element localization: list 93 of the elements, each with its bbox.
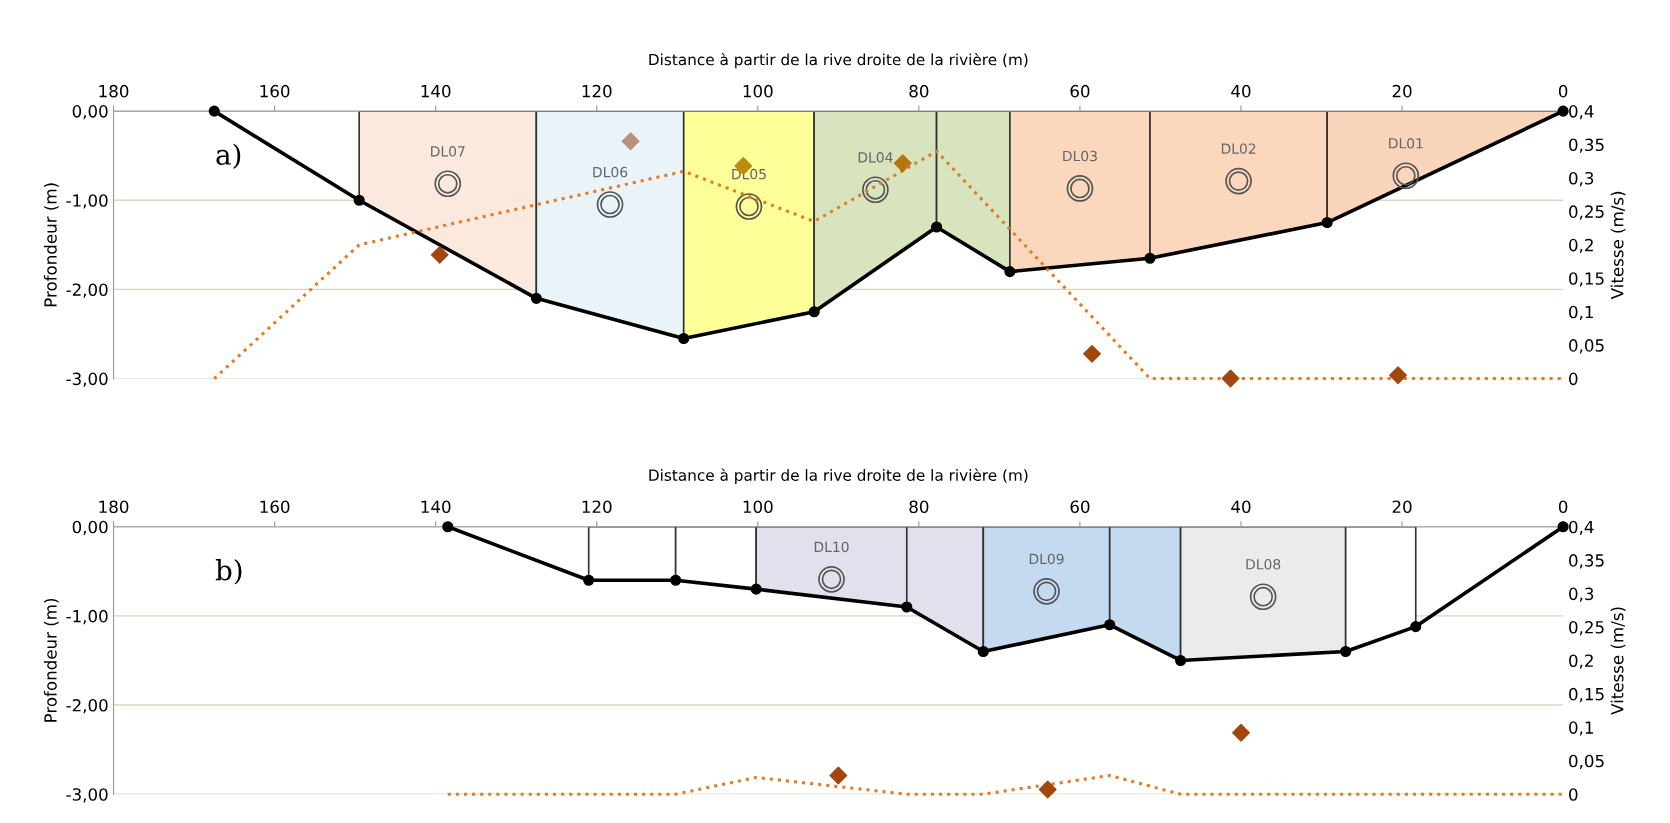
series-label: DL01 xyxy=(1389,138,1423,149)
y2-tick-label: 0,1 xyxy=(1569,305,1593,320)
point xyxy=(208,105,220,117)
y-tick-label: 0,00 xyxy=(72,105,108,120)
annotation: b) xyxy=(215,559,242,585)
series-label: DL04 xyxy=(858,152,893,163)
x-tick-label: 60 xyxy=(1070,84,1090,98)
x-tick-label: 60 xyxy=(1070,500,1090,514)
point xyxy=(977,645,989,658)
x-tick-label: 180 xyxy=(99,84,129,98)
y-tick-label: -1,00 xyxy=(66,194,108,209)
point xyxy=(1389,366,1407,385)
y2-tick-label: 0 xyxy=(1569,788,1578,801)
x-tick-label: 0 xyxy=(1558,500,1568,514)
y-axis-title: Profondeur (m) xyxy=(43,183,59,307)
point xyxy=(829,766,848,785)
point xyxy=(583,574,595,586)
x-tick-label: 100 xyxy=(743,84,773,98)
point xyxy=(1232,723,1250,742)
y2-tick-label: 0,3 xyxy=(1569,171,1594,187)
y-tick-label: -2,00 xyxy=(66,283,108,298)
point xyxy=(931,221,943,233)
y2-tick-label: 0,25 xyxy=(1569,620,1604,636)
point xyxy=(430,245,449,264)
point xyxy=(1410,621,1422,633)
point xyxy=(1004,266,1016,278)
point xyxy=(1104,619,1116,631)
y2-tick-label: 0 xyxy=(1569,372,1578,386)
series-label: DL07 xyxy=(431,146,465,157)
y-tick-label: 0,00 xyxy=(72,520,108,535)
y2-tick-label: 0,2 xyxy=(1569,654,1593,669)
x-tick-label: 120 xyxy=(582,84,612,98)
y2-tick-label: 0,1 xyxy=(1569,721,1593,736)
series-label: DL03 xyxy=(1063,150,1097,162)
series-label: DL02 xyxy=(1221,143,1256,154)
point xyxy=(1175,654,1187,667)
point xyxy=(1321,216,1333,229)
x-tick-label: 80 xyxy=(909,500,929,514)
point xyxy=(901,601,913,613)
x-tick-label: 100 xyxy=(743,500,773,514)
x-axis-title: Distance à partir de la rive droite de la rivière (m) xyxy=(649,52,1028,69)
series-label: DL10 xyxy=(814,541,849,553)
x-axis-title: Distance à partir de la rive droite de la rivière (m) xyxy=(649,468,1028,484)
x-tick-label: 140 xyxy=(421,500,451,514)
y2-tick-label: 0,35 xyxy=(1569,138,1604,153)
series-label: DL06 xyxy=(593,166,628,178)
y2-tick-label: 0,3 xyxy=(1569,587,1594,602)
y-tick-label: -3,00 xyxy=(66,372,108,387)
y2-axis-title: Vitesse (m/s) xyxy=(1610,607,1626,715)
y2-tick-label: 0,05 xyxy=(1569,339,1604,354)
x-tick-label: 120 xyxy=(582,500,612,514)
y2-tick-label: 0,35 xyxy=(1569,554,1604,569)
point xyxy=(750,583,762,595)
point xyxy=(1144,252,1156,264)
annotation: a) xyxy=(216,143,241,169)
point xyxy=(530,292,542,304)
y2-tick-label: 0,25 xyxy=(1569,205,1604,220)
x-tick-label: 20 xyxy=(1392,500,1412,514)
y-tick-label: -3,00 xyxy=(66,788,108,803)
point xyxy=(1221,369,1240,388)
x-tick-label: 180 xyxy=(99,500,129,514)
x-tick-label: 0 xyxy=(1558,84,1568,98)
y2-tick-label: 0,15 xyxy=(1569,687,1604,703)
point xyxy=(1038,780,1057,799)
x-tick-label: 80 xyxy=(909,84,929,98)
x-tick-label: 140 xyxy=(421,84,451,98)
x-tick-label: 160 xyxy=(260,84,290,98)
y2-tick-label: 0,05 xyxy=(1569,754,1604,770)
point xyxy=(1557,521,1569,533)
point xyxy=(621,132,640,151)
point xyxy=(1083,344,1101,363)
point xyxy=(808,306,820,318)
series-label: DL09 xyxy=(1029,553,1064,565)
y-tick-label: -1,00 xyxy=(66,609,108,625)
x-tick-label: 20 xyxy=(1392,84,1412,98)
y2-axis-title: Vitesse (m/s) xyxy=(1610,191,1626,300)
point xyxy=(893,154,912,173)
point xyxy=(670,574,682,586)
y2-tick-label: 0,2 xyxy=(1569,238,1593,254)
point xyxy=(353,194,365,206)
x-tick-label: 40 xyxy=(1231,500,1251,514)
y2-tick-label: 0,15 xyxy=(1569,272,1604,287)
point xyxy=(1340,645,1352,658)
x-tick-label: 160 xyxy=(260,500,290,514)
y-axis-title: Profondeur (m) xyxy=(43,598,59,722)
series-label: DL08 xyxy=(1246,559,1281,570)
y-tick-label: -2,00 xyxy=(66,699,108,714)
x-tick-label: 40 xyxy=(1231,84,1251,98)
point xyxy=(1557,105,1569,117)
point xyxy=(442,521,454,533)
y2-tick-label: 0,4 xyxy=(1569,520,1594,535)
point xyxy=(678,332,690,345)
y2-tick-label: 0,4 xyxy=(1569,105,1594,120)
